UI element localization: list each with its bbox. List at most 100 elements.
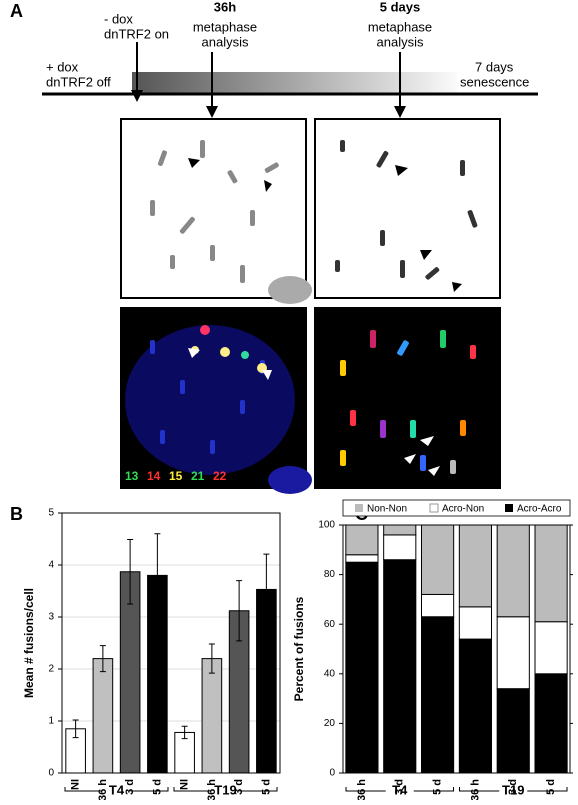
fish-label: 14 (147, 469, 161, 483)
timeline-label: 5 days (380, 0, 420, 14)
bar-segment (534, 524, 568, 623)
error-bar (72, 719, 79, 739)
y-axis-title: Percent of fusions (292, 596, 306, 701)
group-label: T4 (392, 782, 408, 797)
error-bar (181, 725, 188, 740)
bar-segment (458, 606, 492, 640)
arrowhead (206, 106, 218, 118)
legend-swatch (505, 504, 513, 512)
legend-swatch (429, 503, 439, 513)
x-tick-label: 36 h (356, 779, 368, 800)
error-bar (263, 553, 270, 626)
y-tick-label: 80 (324, 569, 336, 580)
x-tick-label: 3 d (507, 779, 519, 795)
arrowhead (131, 90, 143, 102)
timeline-label: senescence (460, 74, 529, 89)
error-bar (208, 643, 215, 674)
timeline-label: dnTRF2 on (104, 26, 169, 41)
y-tick-label: 40 (324, 668, 336, 679)
bar-segment (496, 688, 530, 774)
y-tick-label: 100 (318, 520, 335, 531)
bar-segment (534, 673, 568, 774)
bar (92, 658, 114, 774)
timeline-label: dnTRF2 off (46, 74, 111, 89)
legend-box (342, 499, 571, 517)
metaphase-image (120, 118, 312, 304)
y-tick-label: 0 (329, 768, 335, 779)
y-axis-title: Mean # fusions/cell (22, 588, 36, 698)
legend-label: Acro-Non (442, 504, 484, 515)
y-tick-label: 0 (48, 768, 54, 779)
y-tick-label: 1 (48, 716, 54, 727)
x-tick-label: 36 h (97, 779, 109, 800)
timeline-label: analysis (377, 34, 424, 49)
x-tick-label: 5 d (431, 779, 443, 795)
plot-frame (61, 512, 281, 774)
x-tick-label: 36 h (469, 779, 481, 800)
group-label: T4 (109, 782, 125, 797)
panel-label: B (10, 504, 23, 524)
fish-label: 13 (125, 469, 139, 483)
bar-segment (458, 524, 492, 608)
error-bar (127, 539, 134, 605)
bar-segment (421, 593, 455, 618)
error-bar (236, 580, 243, 642)
timeline-label: metaphase (368, 19, 432, 34)
y-tick-label: 4 (48, 560, 54, 571)
error-bar (154, 533, 161, 618)
bar-segment (383, 524, 417, 536)
legend-label: Acro-Acro (517, 504, 562, 515)
x-tick-label: NI (70, 779, 82, 790)
bar-segment (383, 559, 417, 774)
timeline-label: analysis (202, 34, 249, 49)
group-bracket (173, 787, 278, 792)
bar-segment (534, 621, 568, 675)
bar-segment (421, 524, 455, 595)
timeline-label: 36h (214, 0, 236, 14)
fish-label: 15 (169, 469, 183, 483)
x-tick-label: 5 d (545, 779, 557, 795)
bar-segment (496, 524, 530, 618)
y-tick-label: 2 (48, 664, 54, 675)
group-bracket (459, 787, 568, 792)
fish-legend: 13 14 15 21 22 (125, 469, 227, 483)
plot-frame (342, 524, 571, 774)
bar-segment (345, 561, 379, 774)
y-tick-label: 20 (324, 718, 336, 729)
x-tick-label: NI (179, 779, 191, 790)
group-label: T19 (214, 782, 236, 797)
fish-image (120, 307, 312, 494)
timeline-label: + dox (46, 59, 79, 74)
bar-segment (421, 616, 455, 774)
x-tick-label: 3 d (124, 779, 136, 795)
x-tick-label: 36 h (206, 779, 218, 800)
fish-label: 21 (191, 469, 205, 483)
dox-gradient (132, 72, 457, 94)
timeline-label: metaphase (193, 19, 257, 34)
y-tick-label: 5 (48, 508, 54, 519)
timeline-label: 7 days (475, 59, 514, 74)
sky-image (314, 307, 501, 489)
bar-segment (496, 616, 530, 690)
bar-segment (345, 524, 379, 556)
x-tick-label: 3 d (394, 779, 406, 795)
bar-segment (383, 534, 417, 561)
legend-swatch (355, 504, 363, 512)
y-tick-label: 60 (324, 619, 336, 630)
y-tick-label: 3 (48, 612, 54, 623)
group-label: T19 (502, 782, 524, 797)
arrowhead (394, 106, 406, 118)
group-bracket (345, 787, 454, 792)
bar-segment (458, 638, 492, 774)
x-tick-label: 5 d (260, 779, 272, 795)
legend-label: Non-Non (367, 504, 407, 515)
bar (201, 658, 223, 774)
fish-label: 22 (213, 469, 227, 483)
group-bracket (64, 787, 169, 792)
x-tick-label: 5 d (151, 779, 163, 795)
panel-label: A (10, 1, 23, 21)
error-bar (99, 645, 106, 673)
metaphase-image (314, 118, 501, 299)
charts: B 0 1 2 3 4 5 Mean # fusions/cell NI 36 h 3 d 5 d NI… (10, 499, 573, 801)
